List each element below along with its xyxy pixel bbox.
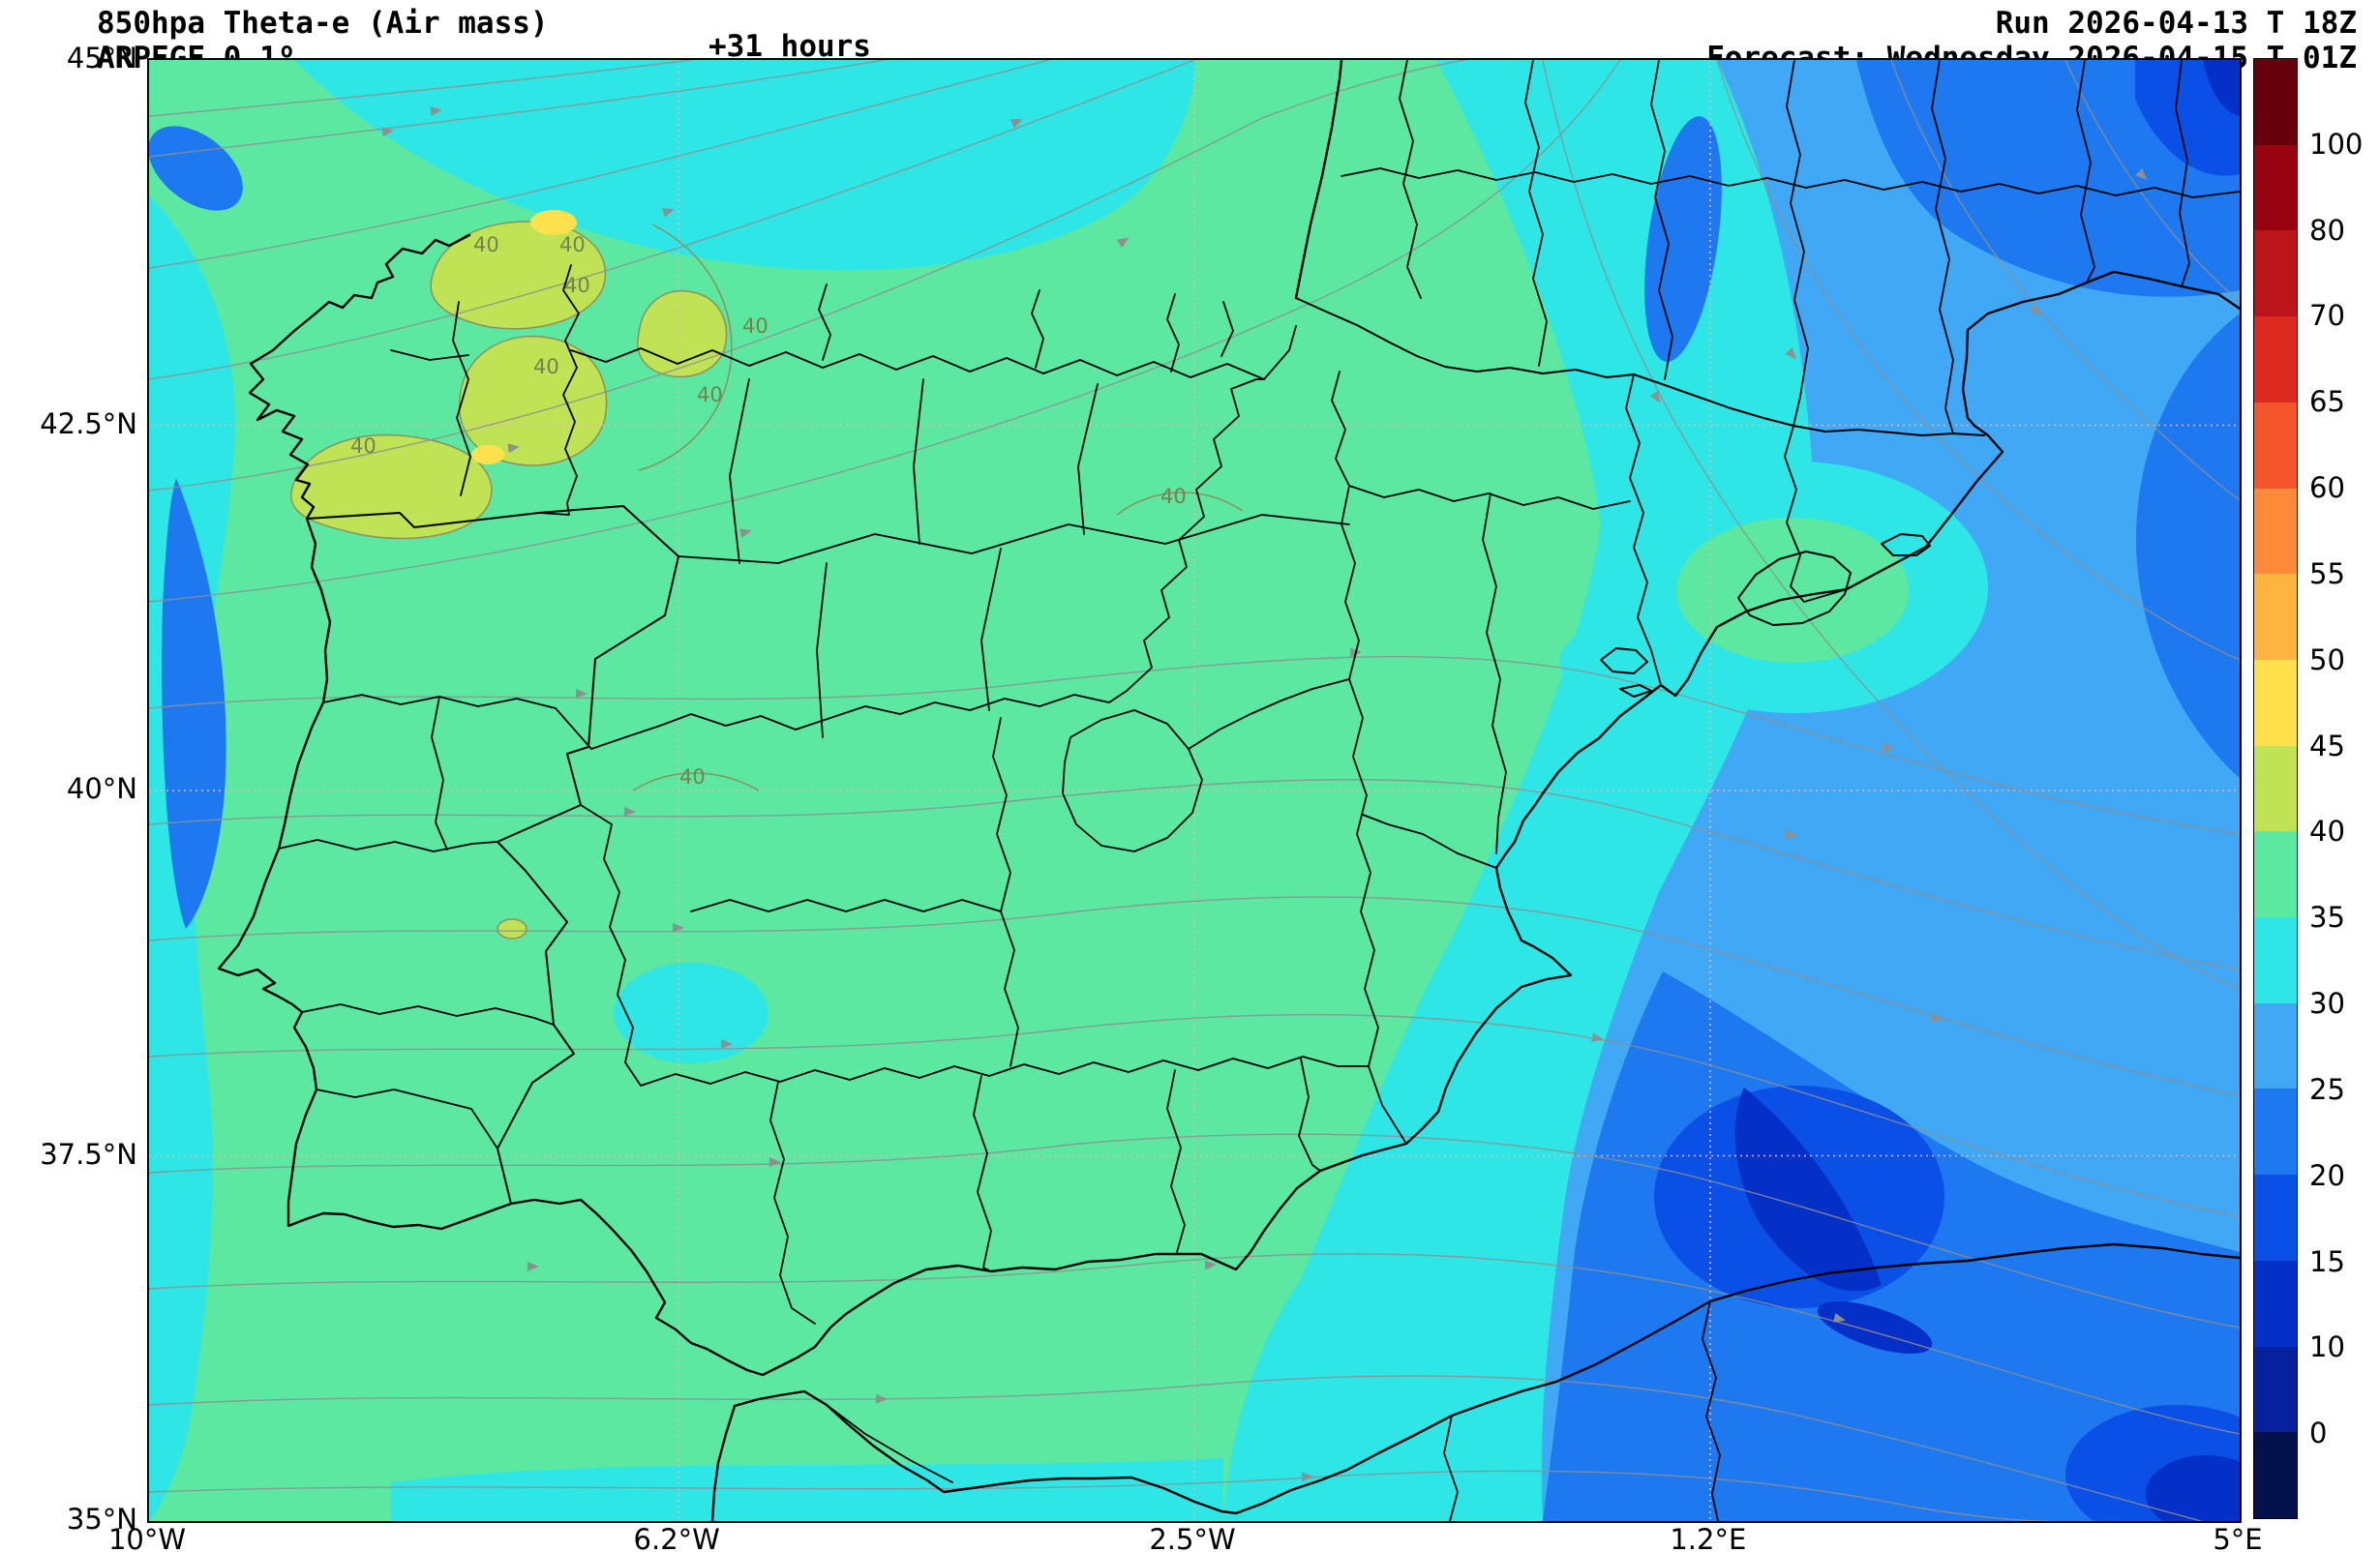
colorbar-tick-label: 70 [2309,299,2345,333]
colorbar-segment [2254,745,2297,832]
y-tick-label: 42.5°N [40,406,137,440]
colorbar-tick-label: 0 [2309,1417,2328,1450]
colorbar-tick-label: 80 [2309,213,2345,247]
contour-value-label: 40 [559,233,586,256]
page-title: 850hpa Theta-e (Air mass) [97,6,549,41]
contour-value-label: 40 [533,355,559,378]
colorbar-segment [2254,659,2297,746]
colorbar-tick-label: 40 [2309,815,2345,849]
boundaries-layer [217,60,2240,1521]
contour-value-label: 40 [1160,485,1187,508]
contour-lines-layer [632,224,1244,791]
iberia-coastline [217,233,2240,1377]
contour-value-label: 40 [473,233,499,256]
colorbar-segment [2254,1260,2297,1347]
colorbar-segment [2254,1089,2297,1176]
colorbar-tick-label: 30 [2309,987,2345,1021]
colorbar-tick-label: 45 [2309,729,2345,762]
map-svg: 40 40 40 40 40 40 40 40 40 [149,60,2240,1521]
colorbar-tick-label: 15 [2309,1244,2345,1278]
portugal-spain-border [306,505,679,1205]
colorbar-tick-label: 65 [2309,385,2345,419]
colorbar-tick-label: 20 [2309,1158,2345,1192]
colorbar [2253,58,2298,1519]
colorbar-tick-label: 35 [2309,901,2345,935]
grid-layer [149,60,2240,1521]
colorbar-segment [2254,316,2297,403]
colorbar-segment [2254,59,2297,145]
contour-value-label: 40 [697,383,723,406]
colorbar-segment [2254,488,2297,575]
colorbar-tick-label: 55 [2309,556,2345,590]
colorbar-segment [2254,1346,2297,1433]
x-tick-label: 5°E [2213,1523,2263,1552]
colorbar-segment [2254,917,2297,1003]
colorbar-tick-label: 10 [2309,1330,2345,1364]
map-plot: 40 40 40 40 40 40 40 40 40 [147,58,2242,1523]
x-tick-label: 6.2°W [633,1523,720,1552]
contour-value-label: 40 [679,765,706,789]
y-tick-label: 35°N [66,1503,137,1536]
contour-labels-layer: 40 40 40 40 40 40 40 40 40 [350,233,1187,789]
balearic-islands [1600,533,1931,698]
y-tick-label: 45°N [66,42,137,75]
y-tick-label: 40°N [66,772,137,805]
x-tick-label: 1.2°E [1670,1523,1747,1552]
colorbar-ticks: 100 80 70 65 60 55 50 45 40 35 30 25 20 15 10 0 [2309,58,2379,1519]
colorbar-segment [2254,144,2297,231]
colorbar-tick-label: 60 [2309,471,2345,505]
colorbar-tick-label: 50 [2309,642,2345,676]
y-tick-label: 37.5°N [40,1137,137,1171]
colorbar-segment [2254,831,2297,918]
contour-value-label: 40 [742,314,768,338]
colorbar-segment [2254,574,2297,660]
x-tick-label: 2.5°W [1149,1523,1236,1552]
colorbar-segment [2254,1002,2297,1089]
contour-value-label: 40 [564,274,590,297]
colorbar-segment [2254,1432,2297,1518]
colorbar-segment [2254,402,2297,489]
colorbar-segment [2254,230,2297,317]
africa-coastline [733,1242,2240,1515]
contour-value-label: 40 [350,434,377,458]
colorbar-tick-label: 25 [2309,1072,2345,1106]
province-boundaries [278,60,2240,1521]
colorbar-tick-label: 100 [2309,127,2364,161]
run-label: Run 2026-04-13 T 18Z [1995,6,2357,41]
x-tick-label: 10°W [107,1523,187,1552]
colorbar-segment [2254,1175,2297,1261]
streamlines-layer [149,60,2240,1521]
